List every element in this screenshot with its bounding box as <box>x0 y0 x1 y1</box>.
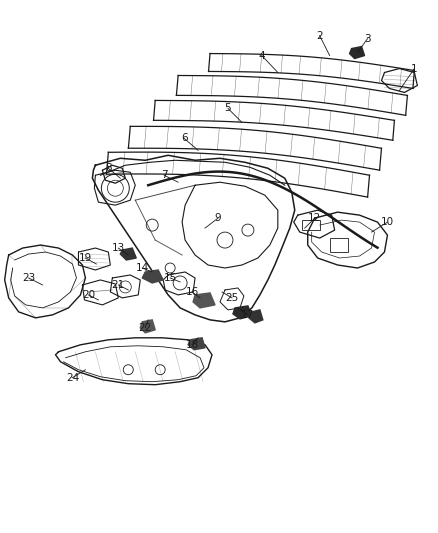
Text: 5: 5 <box>225 103 231 114</box>
Text: 6: 6 <box>181 133 187 143</box>
Polygon shape <box>140 320 155 333</box>
Bar <box>302 220 320 230</box>
Text: 15: 15 <box>163 273 177 283</box>
Bar <box>330 238 348 252</box>
Text: 4: 4 <box>258 51 265 61</box>
Text: 14: 14 <box>136 263 149 273</box>
Text: 21: 21 <box>112 280 125 290</box>
Text: 24: 24 <box>66 373 79 383</box>
Text: 25: 25 <box>225 293 239 303</box>
Polygon shape <box>249 310 263 323</box>
Text: 3: 3 <box>364 34 371 44</box>
Text: 1: 1 <box>411 63 418 74</box>
Text: 17: 17 <box>241 310 254 320</box>
Polygon shape <box>350 46 364 59</box>
Polygon shape <box>142 270 163 283</box>
Text: 10: 10 <box>381 217 394 227</box>
Text: 2: 2 <box>316 30 323 41</box>
Text: 20: 20 <box>82 290 95 300</box>
Text: 18: 18 <box>185 340 199 350</box>
Text: 13: 13 <box>112 243 125 253</box>
Text: 9: 9 <box>215 213 221 223</box>
Polygon shape <box>233 306 252 319</box>
Text: 19: 19 <box>79 253 92 263</box>
Text: 7: 7 <box>161 170 167 180</box>
Text: 8: 8 <box>105 163 112 173</box>
Polygon shape <box>120 248 136 260</box>
Text: 22: 22 <box>138 323 152 333</box>
Polygon shape <box>193 293 215 308</box>
Polygon shape <box>188 338 205 350</box>
Text: 23: 23 <box>22 273 35 283</box>
Text: 16: 16 <box>185 287 199 297</box>
Text: 12: 12 <box>308 213 321 223</box>
